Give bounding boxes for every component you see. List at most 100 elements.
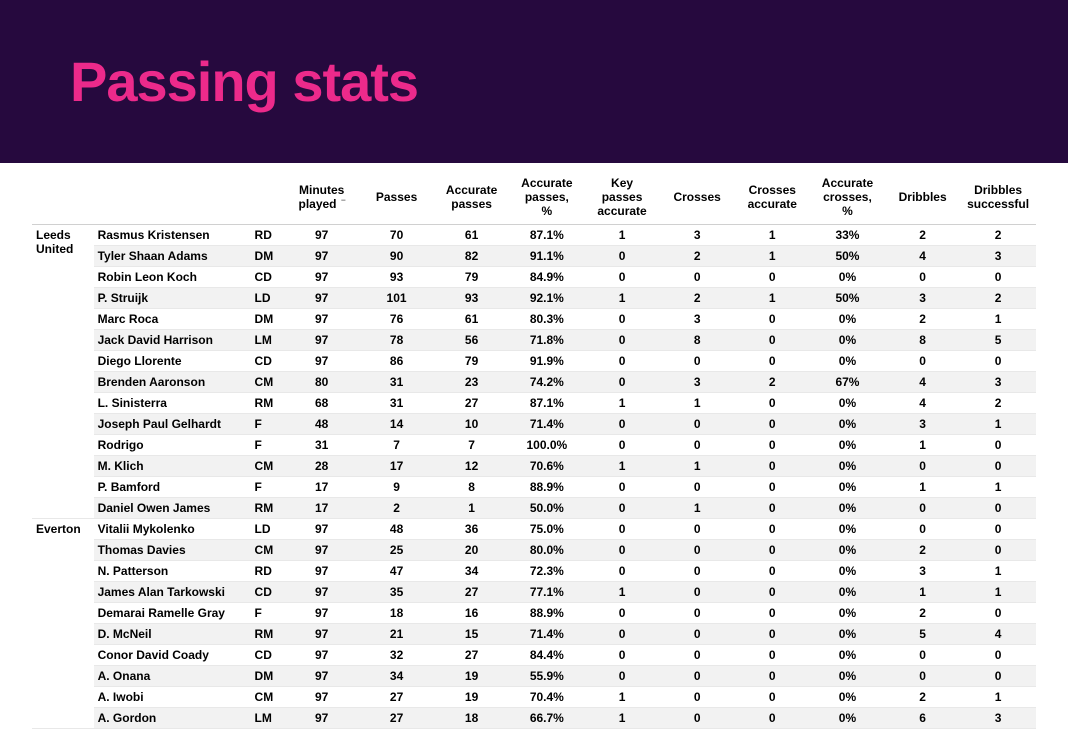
stat-cell: 71.4% — [509, 414, 584, 435]
stat-cell: 27 — [434, 645, 509, 666]
stat-cell: 0 — [584, 309, 659, 330]
team-name-cell: Everton — [32, 519, 94, 729]
stat-cell: 48 — [284, 414, 359, 435]
player-name-cell: A. Onana — [94, 666, 251, 687]
table-row: Robin Leon KochCD97937984.9%0000%00 — [32, 267, 1036, 288]
stat-cell: 71.4% — [509, 624, 584, 645]
col-header[interactable]: Dribblessuccessful — [960, 171, 1036, 225]
stat-cell: 0% — [810, 414, 885, 435]
stat-cell: 75.0% — [509, 519, 584, 540]
player-name-cell: Rodrigo — [94, 435, 251, 456]
stat-cell: 2 — [960, 225, 1036, 246]
table-row: L. SinisterraRM68312787.1%1100%42 — [32, 393, 1036, 414]
table-row: Diego LlorenteCD97867991.9%0000%00 — [32, 351, 1036, 372]
table-row: Demarai Ramelle GrayF97181688.9%0000%20 — [32, 603, 1036, 624]
position-cell: LM — [251, 708, 285, 729]
player-name-cell: Conor David Coady — [94, 645, 251, 666]
stat-cell: 2 — [660, 288, 735, 309]
stat-cell: 97 — [284, 624, 359, 645]
stat-cell: 1 — [885, 582, 960, 603]
stat-cell: 79 — [434, 267, 509, 288]
stat-cell: 0 — [660, 414, 735, 435]
position-cell: F — [251, 414, 285, 435]
table-row: Leeds UnitedRasmus KristensenRD97706187.… — [32, 225, 1036, 246]
stat-cell: 3 — [885, 414, 960, 435]
stat-cell: 77.1% — [509, 582, 584, 603]
stat-cell: 0% — [810, 708, 885, 729]
stat-cell: 50% — [810, 288, 885, 309]
stat-cell: 0 — [735, 330, 810, 351]
stat-cell: 18 — [359, 603, 434, 624]
stat-cell: 0 — [584, 540, 659, 561]
stat-cell: 9 — [359, 477, 434, 498]
stat-cell: 76 — [359, 309, 434, 330]
player-name-cell: Brenden Aaronson — [94, 372, 251, 393]
stat-cell: 0 — [660, 477, 735, 498]
stat-cell: 0 — [735, 498, 810, 519]
position-cell: CD — [251, 267, 285, 288]
stat-cell: 0% — [810, 435, 885, 456]
stat-cell: 0 — [735, 267, 810, 288]
stat-cell: 34 — [434, 561, 509, 582]
stat-cell: 0 — [660, 708, 735, 729]
col-header[interactable]: Crossesaccurate — [735, 171, 810, 225]
stat-cell: 0 — [735, 561, 810, 582]
stat-cell: 56 — [434, 330, 509, 351]
stat-cell: 0 — [735, 687, 810, 708]
stat-cell: 17 — [359, 456, 434, 477]
stat-cell: 12 — [434, 456, 509, 477]
stat-cell: 3 — [660, 372, 735, 393]
stat-cell: 0 — [584, 666, 659, 687]
position-cell: F — [251, 477, 285, 498]
stat-cell: 71.8% — [509, 330, 584, 351]
stat-cell: 87.1% — [509, 393, 584, 414]
table-row: Conor David CoadyCD97322784.4%0000%00 — [32, 645, 1036, 666]
stat-cell: 0 — [584, 477, 659, 498]
stat-cell: 2 — [960, 393, 1036, 414]
col-header[interactable]: Passes — [359, 171, 434, 225]
table-row: A. IwobiCM97271970.4%1000%21 — [32, 687, 1036, 708]
stat-cell: 0% — [810, 498, 885, 519]
position-cell: F — [251, 435, 285, 456]
position-cell: DM — [251, 309, 285, 330]
header-bar: Passing stats — [0, 0, 1068, 163]
stat-cell: 0% — [810, 309, 885, 330]
stat-cell: 1 — [584, 225, 659, 246]
position-cell: CM — [251, 456, 285, 477]
stat-cell: 5 — [960, 330, 1036, 351]
col-header[interactable]: Crosses — [660, 171, 735, 225]
stat-cell: 97 — [284, 225, 359, 246]
stat-cell: 34 — [359, 666, 434, 687]
stat-cell: 67% — [810, 372, 885, 393]
stat-cell: 0 — [960, 498, 1036, 519]
stat-cell: 0 — [735, 603, 810, 624]
col-header[interactable]: Minutesplayed ‾ — [284, 171, 359, 225]
table-row: M. KlichCM28171270.6%1100%00 — [32, 456, 1036, 477]
stat-cell: 0 — [660, 435, 735, 456]
col-header[interactable]: Dribbles — [885, 171, 960, 225]
table-row: P. StruijkLD971019392.1%12150%32 — [32, 288, 1036, 309]
stat-cell: 0 — [960, 666, 1036, 687]
stat-cell: 0 — [960, 519, 1036, 540]
stat-cell: 70 — [359, 225, 434, 246]
col-header-blank — [94, 171, 251, 225]
stat-cell: 32 — [359, 645, 434, 666]
col-header[interactable]: Accuratepasses,% — [509, 171, 584, 225]
stat-cell: 0 — [584, 351, 659, 372]
stat-cell: 79 — [434, 351, 509, 372]
stat-cell: 31 — [359, 393, 434, 414]
col-header[interactable]: Accuratepasses — [434, 171, 509, 225]
table-row: James Alan TarkowskiCD97352777.1%1000%11 — [32, 582, 1036, 603]
col-header[interactable]: Keypassesaccurate — [584, 171, 659, 225]
stat-cell: 0 — [660, 582, 735, 603]
stat-cell: 91.9% — [509, 351, 584, 372]
stat-cell: 10 — [434, 414, 509, 435]
col-header[interactable]: Accuratecrosses,% — [810, 171, 885, 225]
stat-cell: 97 — [284, 687, 359, 708]
table-row: D. McNeilRM97211571.4%0000%54 — [32, 624, 1036, 645]
stat-cell: 0 — [584, 603, 659, 624]
table-row: Brenden AaronsonCM80312374.2%03267%43 — [32, 372, 1036, 393]
stat-cell: 0 — [735, 477, 810, 498]
passing-stats-table: Minutesplayed ‾PassesAccuratepassesAccur… — [32, 171, 1036, 729]
stat-cell: 84.9% — [509, 267, 584, 288]
